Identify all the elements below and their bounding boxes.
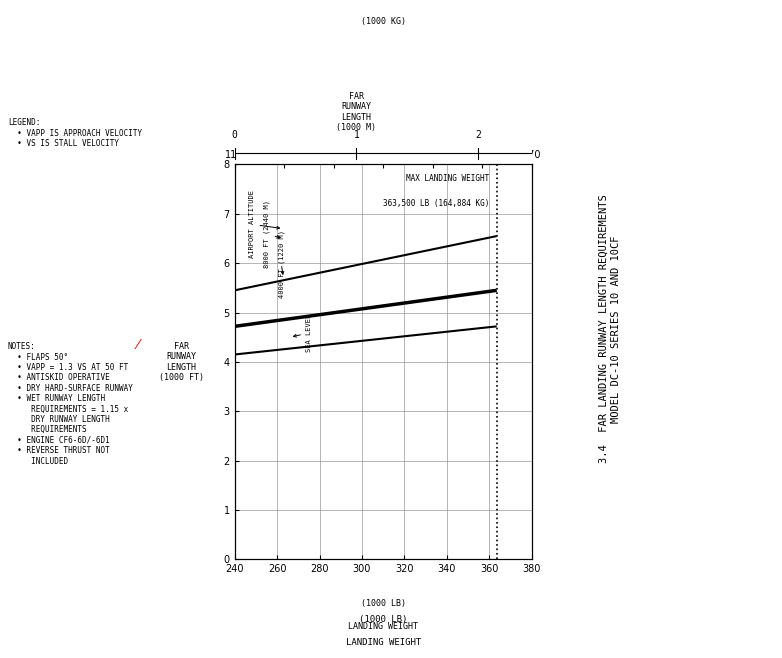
Text: LANDING WEIGHT: LANDING WEIGHT xyxy=(348,622,418,632)
Text: FAR
RUNWAY
LENGTH
(1000 M): FAR RUNWAY LENGTH (1000 M) xyxy=(336,92,376,132)
Text: ⁄: ⁄ xyxy=(137,338,139,352)
Text: LANDING WEIGHT: LANDING WEIGHT xyxy=(346,638,421,647)
Text: (1000 LB): (1000 LB) xyxy=(361,599,406,608)
Text: 8000 FT (2440 M): 8000 FT (2440 M) xyxy=(264,200,280,268)
Text: AIRPORT ALTITUDE: AIRPORT ALTITUDE xyxy=(249,190,280,259)
Text: 3.4  FAR LANDING RUNWAY LENGTH REQUIREMENTS
MODEL DC-10 SERIES 10 AND 10CF: 3.4 FAR LANDING RUNWAY LENGTH REQUIREMEN… xyxy=(599,195,621,463)
Text: NOTES:
  • FLAPS 50°
  • VAPP = 1.3 VS AT 50 FT
  • ANTISKID OPERATIVE
  • DRY H: NOTES: • FLAPS 50° • VAPP = 1.3 VS AT 50… xyxy=(8,342,133,466)
Text: MAX LANDING WEIGHT: MAX LANDING WEIGHT xyxy=(406,174,490,184)
Text: 4000 FT (1220 M): 4000 FT (1220 M) xyxy=(278,230,285,297)
Text: (1000 LB): (1000 LB) xyxy=(359,615,407,624)
Text: 1: 1 xyxy=(353,130,360,140)
Text: LEGEND:
  • VAPP IS APPROACH VELOCITY
  • VS IS STALL VELOCITY: LEGEND: • VAPP IS APPROACH VELOCITY • VS… xyxy=(8,118,142,148)
Text: 2: 2 xyxy=(475,130,481,140)
Text: 0: 0 xyxy=(231,130,238,140)
Text: FAR
RUNWAY
LENGTH
(1000 FT): FAR RUNWAY LENGTH (1000 FT) xyxy=(159,342,203,382)
Text: (1000 KG): (1000 KG) xyxy=(361,17,406,26)
Text: 363,500 LB (164,884 KG): 363,500 LB (164,884 KG) xyxy=(383,199,490,208)
Text: SEA LEVEL: SEA LEVEL xyxy=(293,314,312,352)
